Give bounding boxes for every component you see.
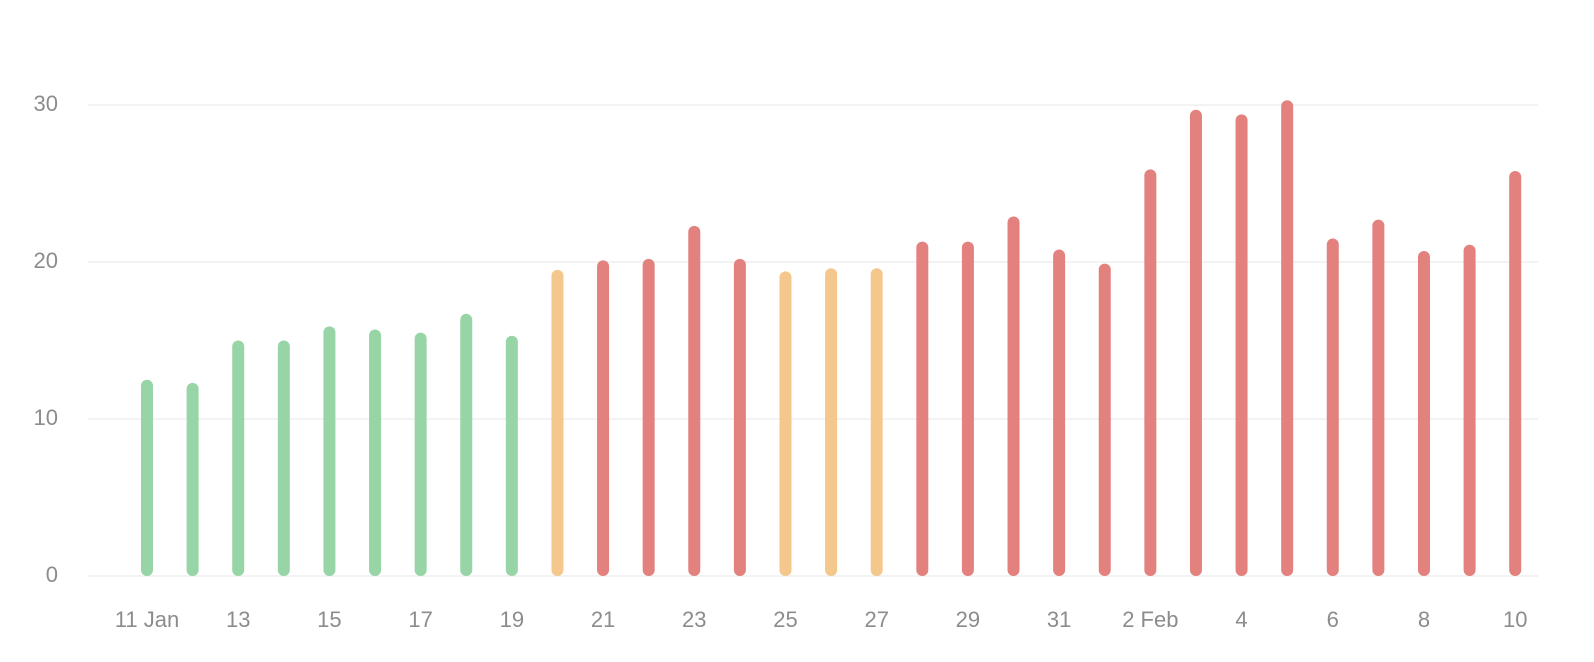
y-tick-label: 0: [46, 562, 58, 587]
x-tick-label: 27: [864, 607, 888, 632]
bar: [1326, 238, 1339, 576]
bar: [232, 340, 245, 576]
x-tick-label: 19: [500, 607, 524, 632]
bar: [1372, 219, 1385, 577]
x-tick-label: 11 Jan: [115, 607, 179, 632]
bar: [369, 329, 382, 576]
y-tick-label: 30: [34, 91, 58, 116]
bar: [642, 258, 655, 576]
x-tick-label: 10: [1503, 607, 1527, 632]
x-tick-label: 31: [1047, 607, 1071, 632]
bar: [1007, 216, 1020, 576]
y-tick-label: 10: [34, 405, 58, 430]
x-tick-label: 4: [1235, 607, 1247, 632]
bar: [1189, 109, 1202, 577]
x-tick-label: 23: [682, 607, 706, 632]
x-tick-label: 29: [956, 607, 980, 632]
bar: [1417, 251, 1430, 576]
bar: [1235, 114, 1248, 577]
bar: [505, 335, 518, 576]
bar: [597, 260, 610, 576]
bar: [825, 268, 838, 576]
x-tick-label: 15: [317, 607, 341, 632]
bar: [1098, 263, 1111, 576]
x-tick-label: 17: [408, 607, 432, 632]
bar: [186, 382, 199, 576]
bar: [551, 269, 564, 576]
bar: [1281, 100, 1294, 576]
x-tick-label: 2 Feb: [1122, 607, 1178, 632]
bar: [1053, 249, 1066, 576]
y-tick-label: 20: [34, 248, 58, 273]
bar: [961, 241, 974, 576]
bar: [1509, 170, 1522, 576]
bar: [141, 379, 154, 576]
x-tick-label: 13: [226, 607, 250, 632]
bar: [1144, 169, 1157, 576]
bar: [733, 258, 746, 576]
bar: [277, 340, 290, 576]
bar: [870, 268, 883, 576]
x-tick-label: 8: [1418, 607, 1430, 632]
x-tick-label: 21: [591, 607, 615, 632]
bar: [688, 225, 701, 576]
bar: [414, 332, 427, 576]
bar: [323, 326, 336, 576]
x-tick-label: 25: [773, 607, 797, 632]
bar: [916, 241, 929, 576]
bar: [779, 271, 792, 576]
bar: [460, 313, 473, 576]
x-tick-label: 6: [1327, 607, 1339, 632]
bar: [1463, 244, 1476, 577]
